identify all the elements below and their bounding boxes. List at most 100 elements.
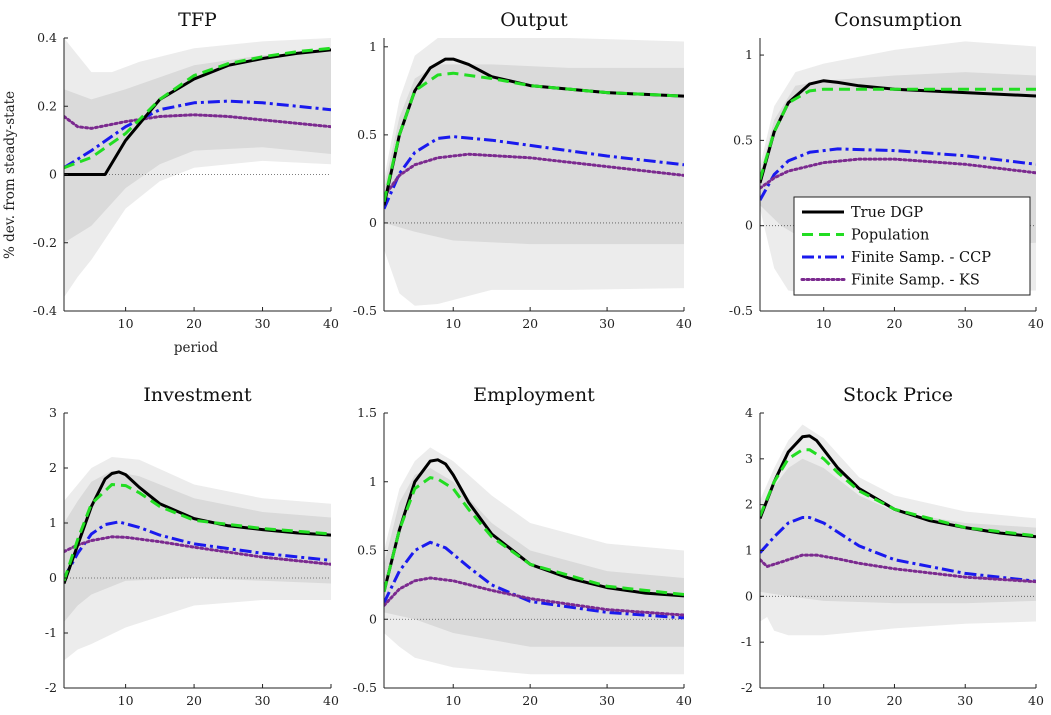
x-tick-label: 10: [445, 316, 461, 331]
y-tick-label: 3: [49, 405, 57, 420]
series-line-0: [760, 79, 1036, 184]
x-tick-label: 30: [599, 693, 615, 708]
y-axis-label: % dev. from steady-state: [2, 91, 18, 259]
y-tick-label: 0.5: [357, 543, 377, 558]
x-tick-label: 30: [255, 316, 271, 331]
y-tick-label: 0.5: [357, 127, 377, 142]
y-tick-label: -0.5: [729, 303, 753, 318]
y-tick-label: 4: [745, 405, 753, 420]
panel-title: Output: [500, 9, 568, 31]
x-tick-label: 40: [676, 693, 692, 708]
x-tick-label: 20: [522, 316, 538, 331]
panel-title: TFP: [178, 9, 217, 31]
series-line-3: [760, 553, 1036, 584]
series-line-2: [384, 135, 684, 210]
plot-area: [64, 457, 331, 661]
y-tick-label: 2: [49, 460, 57, 475]
y-tick-label: -0.2: [33, 235, 57, 250]
x-tick-label: 20: [522, 693, 538, 708]
y-tick-label: 2: [745, 497, 753, 512]
x-tick-label: 10: [445, 693, 461, 708]
x-tick-label: 40: [323, 693, 339, 708]
legend-label: Finite Samp. - CCP: [851, 250, 991, 266]
panel-title: Employment: [473, 384, 595, 406]
series-line-2: [760, 516, 1036, 583]
x-tick-label: 20: [186, 693, 202, 708]
y-tick-label: -1: [741, 634, 753, 649]
y-tick-label: 0: [369, 611, 377, 626]
legend-label: True DGP: [851, 205, 923, 221]
y-tick-label: 1: [745, 47, 753, 62]
series-line-2: [760, 147, 1036, 201]
series-line-3: [760, 157, 1036, 190]
y-tick-label: -2: [45, 680, 57, 695]
x-tick-label: 10: [816, 693, 832, 708]
x-tick-label: 40: [323, 316, 339, 331]
panel-title: Consumption: [834, 9, 962, 31]
legend-label: Finite Samp. - KS: [851, 273, 980, 289]
plot-area: [384, 38, 684, 306]
x-tick-label: 30: [957, 693, 973, 708]
series-line-1: [384, 71, 684, 203]
y-tick-label: -0.5: [353, 303, 377, 318]
series-line-3: [384, 576, 684, 617]
plot-area: [384, 447, 684, 675]
series-line-0: [384, 458, 684, 598]
plot-area: [64, 38, 331, 298]
y-tick-label: 0.4: [37, 30, 57, 45]
panel-5: 10 20 30 40 -2 -1 0 1 2 3 4 Stock Price: [741, 384, 1044, 708]
y-tick-label: 1: [369, 474, 377, 489]
x-tick-label: 20: [887, 693, 903, 708]
confidence-band-inner: [384, 64, 684, 245]
y-tick-label: -0.5: [353, 680, 377, 695]
x-tick-label: 40: [1028, 693, 1044, 708]
panel-title: Stock Price: [843, 384, 953, 406]
x-tick-label: 10: [118, 693, 134, 708]
x-tick-label: 30: [599, 316, 615, 331]
legend: True DGP Population Finite Samp. - CCP Fini…: [793, 196, 1031, 296]
x-tick-label: 40: [676, 316, 692, 331]
y-tick-label: 0: [745, 218, 753, 233]
y-tick-label: -2: [741, 680, 753, 695]
confidence-band-inner: [64, 51, 331, 243]
series-line-2: [384, 540, 684, 620]
series-line-0: [64, 48, 331, 176]
y-tick-label: 1: [745, 543, 753, 558]
y-tick-label: 1.5: [357, 405, 377, 420]
x-tick-label: 30: [255, 693, 271, 708]
y-tick-label: 1: [49, 515, 57, 530]
panel-4: 10 20 30 40 -0.5 0 0.5 1 1.5 Employment: [353, 384, 692, 708]
series-line-1: [760, 448, 1036, 538]
panel-3: 10 20 30 40 -2 -1 0 1 2 3 Investment: [45, 384, 339, 708]
y-tick-label: -0.4: [33, 303, 57, 318]
series-line-2: [64, 99, 331, 169]
x-tick-label: 10: [118, 316, 134, 331]
x-tick-label: 20: [186, 316, 202, 331]
legend-label: Population: [851, 228, 929, 244]
series-line-3: [64, 113, 331, 130]
panel-0: 10 20 30 40 -0.4 -0.2 0 0.2 0.4 TFP: [33, 9, 339, 331]
confidence-band-inner: [760, 458, 1036, 604]
y-tick-label: 0: [745, 588, 753, 603]
panel-1: 10 20 30 40 -0.5 0 0.5 1 Output: [353, 9, 692, 331]
x-tick-label: 10: [816, 316, 832, 331]
y-tick-label: 1: [369, 39, 377, 54]
panel-title: Investment: [143, 384, 252, 406]
confidence-band-inner: [384, 468, 684, 647]
series-line-3: [384, 152, 684, 198]
y-tick-label: 0.2: [37, 98, 57, 113]
series-line-1: [64, 46, 331, 170]
y-tick-label: 3: [745, 451, 753, 466]
plot-area: [760, 424, 1036, 636]
x-tick-label: 20: [887, 316, 903, 331]
x-axis-label: period: [174, 340, 219, 356]
y-tick-label: -1: [45, 625, 57, 640]
y-tick-label: 0.5: [733, 132, 753, 147]
series-line-1: [760, 87, 1036, 181]
x-tick-label: 40: [1028, 316, 1044, 331]
x-tick-label: 30: [957, 316, 973, 331]
y-tick-label: 0: [49, 570, 57, 585]
y-tick-label: 0: [369, 215, 377, 230]
series-line-1: [384, 476, 684, 596]
